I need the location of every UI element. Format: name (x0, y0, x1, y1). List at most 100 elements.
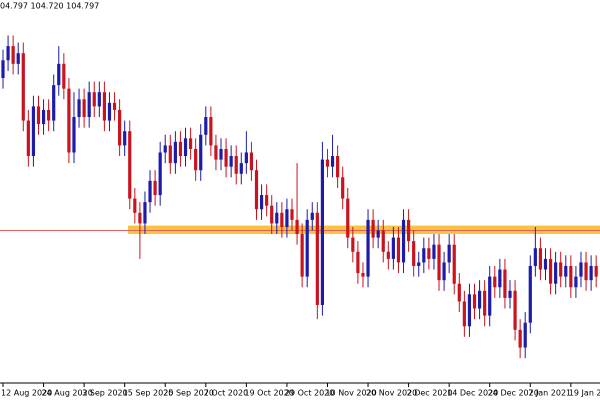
candle-body (554, 262, 558, 284)
x-tick-label: 7 Oct 2020 (204, 389, 248, 398)
candle-body (396, 237, 401, 263)
candle-body (204, 117, 208, 135)
candle-body (168, 145, 172, 164)
candle-body (249, 152, 254, 171)
candle-body (513, 290, 517, 330)
x-tick-label: 24 Aug 2020 (42, 389, 93, 398)
x-tick-label: 19 Oct 2020 (244, 389, 293, 398)
candle-body (376, 230, 380, 238)
candle-body (336, 156, 340, 178)
candle-body (138, 212, 142, 224)
candle-body (36, 106, 41, 125)
candle-body (11, 46, 15, 64)
candle-body (310, 212, 314, 220)
x-tick-label: 2 Dec 2020 (407, 389, 453, 398)
candle-body (417, 262, 421, 266)
candle-body (239, 163, 243, 174)
candle-body (112, 102, 117, 110)
x-tick-label: 19 Jan 2021 (569, 389, 600, 398)
x-tick-label: 20 Nov 2020 (366, 389, 417, 398)
candle-body (361, 273, 365, 277)
candle-body (183, 138, 188, 157)
candle-body (158, 152, 162, 196)
candle-body (199, 134, 203, 171)
candle-body (330, 156, 335, 167)
candle-body (229, 156, 233, 167)
candle-body (41, 109, 46, 125)
candle-body (259, 195, 264, 210)
candle-body (386, 251, 390, 259)
candle-body (371, 219, 375, 238)
candle-body (87, 92, 91, 118)
candle-body (254, 170, 259, 210)
candle-body (523, 322, 527, 348)
candle-body (447, 244, 451, 263)
candle-body (77, 99, 81, 118)
candle-body (6, 46, 10, 61)
candle-body (442, 262, 446, 281)
candle-body (21, 53, 25, 121)
x-tick-label: 12 Aug 2020 (1, 389, 52, 398)
candle-body (503, 269, 507, 298)
candle-body (16, 53, 20, 64)
candle-body (275, 212, 279, 224)
candle-body (82, 99, 86, 118)
candle-body (483, 290, 487, 316)
candle-body (457, 283, 461, 302)
candle-body (178, 141, 183, 157)
candle-body (107, 102, 112, 121)
candle-body (452, 244, 456, 284)
candle-body (57, 63, 61, 86)
candle-body (244, 152, 248, 164)
candle-body (52, 85, 56, 121)
candle-body (295, 219, 299, 235)
candle-body (412, 241, 416, 266)
candle-body (538, 248, 543, 270)
candle-body (72, 117, 76, 153)
candle-body (533, 248, 537, 266)
candle-body (128, 131, 132, 199)
x-tick-label: 3 Sep 2020 (82, 389, 128, 398)
candle-body (143, 202, 147, 224)
candle-body (290, 209, 294, 220)
candle-body (401, 219, 406, 263)
candle-body (47, 109, 51, 121)
candle-body (589, 265, 593, 281)
candle-body (270, 205, 274, 224)
candle-body (477, 290, 482, 309)
candle-body (569, 265, 573, 288)
candle-body (579, 262, 583, 277)
candle-body (214, 145, 218, 160)
candle-body (118, 109, 122, 146)
candle-body (584, 262, 588, 281)
candle-body (518, 329, 522, 348)
candle-body (153, 180, 157, 196)
candle-body (209, 117, 213, 146)
candle-body (62, 63, 66, 89)
candle-body (427, 248, 431, 259)
x-tick-label: 10 Nov 2020 (325, 389, 376, 398)
candle-body (498, 269, 502, 288)
candle-body (407, 219, 411, 242)
x-tick-label: 7 Jan 2021 (528, 389, 571, 398)
candle-body (574, 276, 578, 288)
candle-body (346, 198, 350, 238)
x-tick-label: 15 Sep 2020 (123, 389, 174, 398)
candle-body (92, 92, 96, 107)
price-info: 04.797 104.720 104.797 (0, 2, 99, 11)
candle-body (381, 230, 385, 252)
x-tick-label: 14 Dec 2020 (447, 389, 498, 398)
candle-body (341, 177, 345, 199)
support-zone (128, 225, 600, 235)
candle-body (133, 198, 137, 213)
candle-body (163, 145, 167, 153)
candle-body (285, 209, 289, 227)
candle-body (467, 294, 472, 327)
candle-body (437, 244, 441, 281)
candle-body (559, 262, 563, 277)
candle-body (300, 234, 304, 277)
candle-body (219, 148, 223, 160)
candle-body (351, 237, 355, 252)
x-tick-label: 25 Sep 2020 (163, 389, 214, 398)
